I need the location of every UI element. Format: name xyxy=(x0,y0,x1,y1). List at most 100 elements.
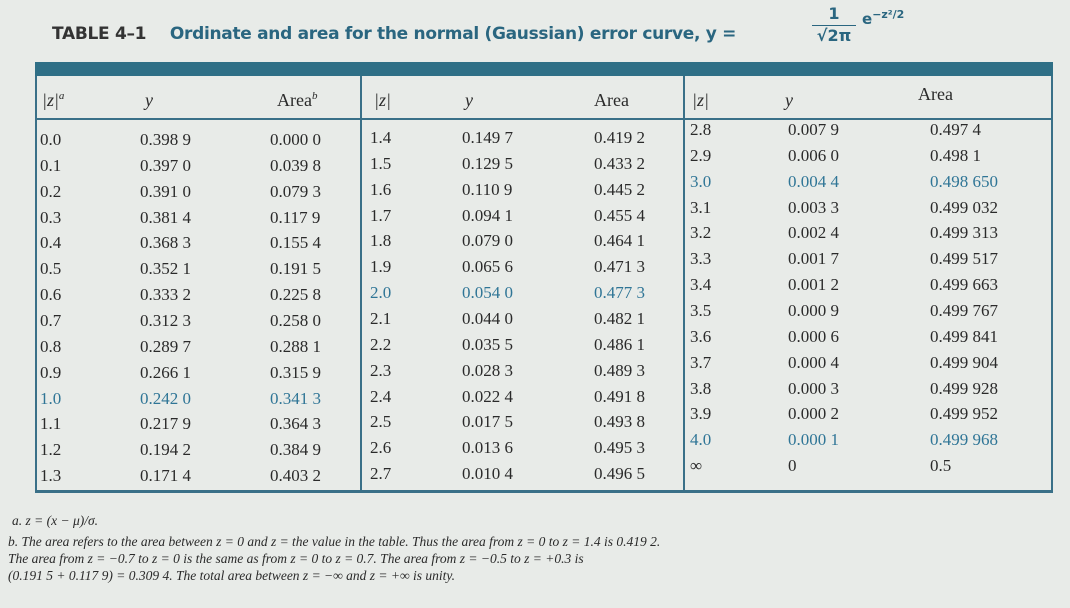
y-value: 0.397 0 xyxy=(140,155,191,175)
formula-numerator: 1 xyxy=(812,4,856,26)
column-divider xyxy=(360,76,362,492)
z-value: 0.7 xyxy=(40,310,62,330)
y-value: 0.001 2 xyxy=(788,275,839,295)
y-value: 0.065 6 xyxy=(462,257,513,277)
y-value: 0.022 4 xyxy=(462,386,513,406)
header-z: |z| xyxy=(374,90,391,110)
z-value: 1.4 xyxy=(370,128,392,147)
y-value: 0.001 7 xyxy=(788,249,839,269)
z-value: 0.8 xyxy=(40,336,62,356)
y-value: 0.194 2 xyxy=(140,440,191,460)
header-area: Area xyxy=(918,84,953,104)
y-value: 0 xyxy=(788,456,797,476)
area-value: 0.445 2 xyxy=(594,179,645,199)
table-frame xyxy=(35,76,1053,493)
area-value: 0.495 3 xyxy=(594,438,645,458)
y-value: 0.006 0 xyxy=(788,145,839,165)
area-value: 0.489 3 xyxy=(594,360,645,380)
z-value: 3.9 xyxy=(690,404,712,424)
area-value: 0.364 3 xyxy=(270,414,321,434)
area-value: 0.433 2 xyxy=(594,153,645,173)
area-value: 0.499 663 xyxy=(930,275,998,295)
z-value: 2.9 xyxy=(690,145,712,165)
z-value: 0.1 xyxy=(40,155,62,175)
z-value: 3.1 xyxy=(690,197,712,217)
area-value: 0.000 0 xyxy=(270,130,321,149)
area-value: 0.403 2 xyxy=(270,466,321,486)
area-value: 0.225 8 xyxy=(270,285,321,305)
column-divider xyxy=(683,76,685,492)
area-value: 0.499 767 xyxy=(930,300,998,320)
z-value: 1.8 xyxy=(370,231,392,251)
area-value: 0.486 1 xyxy=(594,334,645,354)
y-value: 0.000 3 xyxy=(788,378,839,398)
y-value: 0.352 1 xyxy=(140,259,191,279)
formula-exponent: −z²/2 xyxy=(872,8,905,21)
z-value: 1.2 xyxy=(40,440,62,460)
y-value: 0.000 6 xyxy=(788,326,839,346)
z-value: 3.3 xyxy=(690,249,712,269)
y-value: 0.028 3 xyxy=(462,360,513,380)
y-value: 0.003 3 xyxy=(788,197,839,217)
area-value: 0.499 841 xyxy=(930,326,998,346)
area-value: 0.039 8 xyxy=(270,155,321,175)
y-value: 0.044 0 xyxy=(462,308,513,328)
area-value: 0.499 517 xyxy=(930,249,998,269)
formula-denominator: √2π xyxy=(816,26,852,45)
header-z: |z| xyxy=(692,90,709,110)
z-value: 3.4 xyxy=(690,275,712,295)
y-value: 0.079 0 xyxy=(462,231,513,251)
formula-fraction: 1 √2π xyxy=(812,4,856,45)
area-value: 0.499 928 xyxy=(930,378,998,398)
area-value: 0.499 313 xyxy=(930,223,998,243)
z-value: 2.6 xyxy=(370,438,392,458)
y-value: 0.110 9 xyxy=(462,179,513,199)
footnotes: a. z = (x − μ)/σ. b. The area refers to … xyxy=(8,512,660,584)
header-rule xyxy=(35,118,1051,120)
area-value: 0.155 4 xyxy=(270,233,321,253)
area-value: 0.499 032 xyxy=(930,197,998,217)
area-value: 0.491 8 xyxy=(594,386,645,406)
z-value: 1.5 xyxy=(370,153,392,173)
z-value: 1.6 xyxy=(370,179,392,199)
y-value: 0.054 0 xyxy=(462,283,513,303)
y-value: 0.004 4 xyxy=(788,171,839,191)
z-value: 3.5 xyxy=(690,300,712,320)
area-value: 0.493 8 xyxy=(594,412,645,432)
header-area: Areab xyxy=(277,90,318,110)
y-value: 0.000 2 xyxy=(788,404,839,424)
y-value: 0.381 4 xyxy=(140,207,191,227)
area-value: 0.5 xyxy=(930,456,952,476)
y-value: 0.149 7 xyxy=(462,128,513,147)
table-title: TABLE 4–1 Ordinate and area for the norm… xyxy=(52,24,736,44)
header-y: y xyxy=(145,90,153,110)
z-value: 1.9 xyxy=(370,257,392,277)
z-value: 2.3 xyxy=(370,360,392,380)
z-value: ∞ xyxy=(690,456,703,476)
formula-exponential: e−z²/2 xyxy=(862,8,904,28)
area-value: 0.498 1 xyxy=(930,145,981,165)
table-header-band xyxy=(35,62,1053,76)
footnote-a: a. z = (x − μ)/σ. xyxy=(12,513,99,528)
z-value: 0.9 xyxy=(40,362,62,382)
area-value: 0.464 1 xyxy=(594,231,645,251)
area-value: 0.258 0 xyxy=(270,310,321,330)
y-value: 0.000 1 xyxy=(788,430,839,450)
area-value: 0.117 9 xyxy=(270,207,321,227)
z-value: 0.3 xyxy=(40,207,62,227)
area-value: 0.079 3 xyxy=(270,181,321,201)
z-value: 2.1 xyxy=(370,308,392,328)
z-value: 0.6 xyxy=(40,285,62,305)
y-value: 0.368 3 xyxy=(140,233,191,253)
table-caption: Ordinate and area for the normal (Gaussi… xyxy=(169,24,737,44)
z-value: 1.3 xyxy=(40,466,62,486)
z-value: 3.0 xyxy=(690,171,712,191)
formula-e: e xyxy=(862,10,873,28)
y-value: 0.007 9 xyxy=(788,120,839,139)
y-value: 0.094 1 xyxy=(462,205,513,225)
area-value: 0.499 968 xyxy=(930,430,998,450)
z-value: 2.7 xyxy=(370,464,392,484)
footnote-b: b. The area refers to the area between z… xyxy=(8,534,661,549)
z-value: 0.4 xyxy=(40,233,62,253)
area-value: 0.341 3 xyxy=(270,388,321,408)
